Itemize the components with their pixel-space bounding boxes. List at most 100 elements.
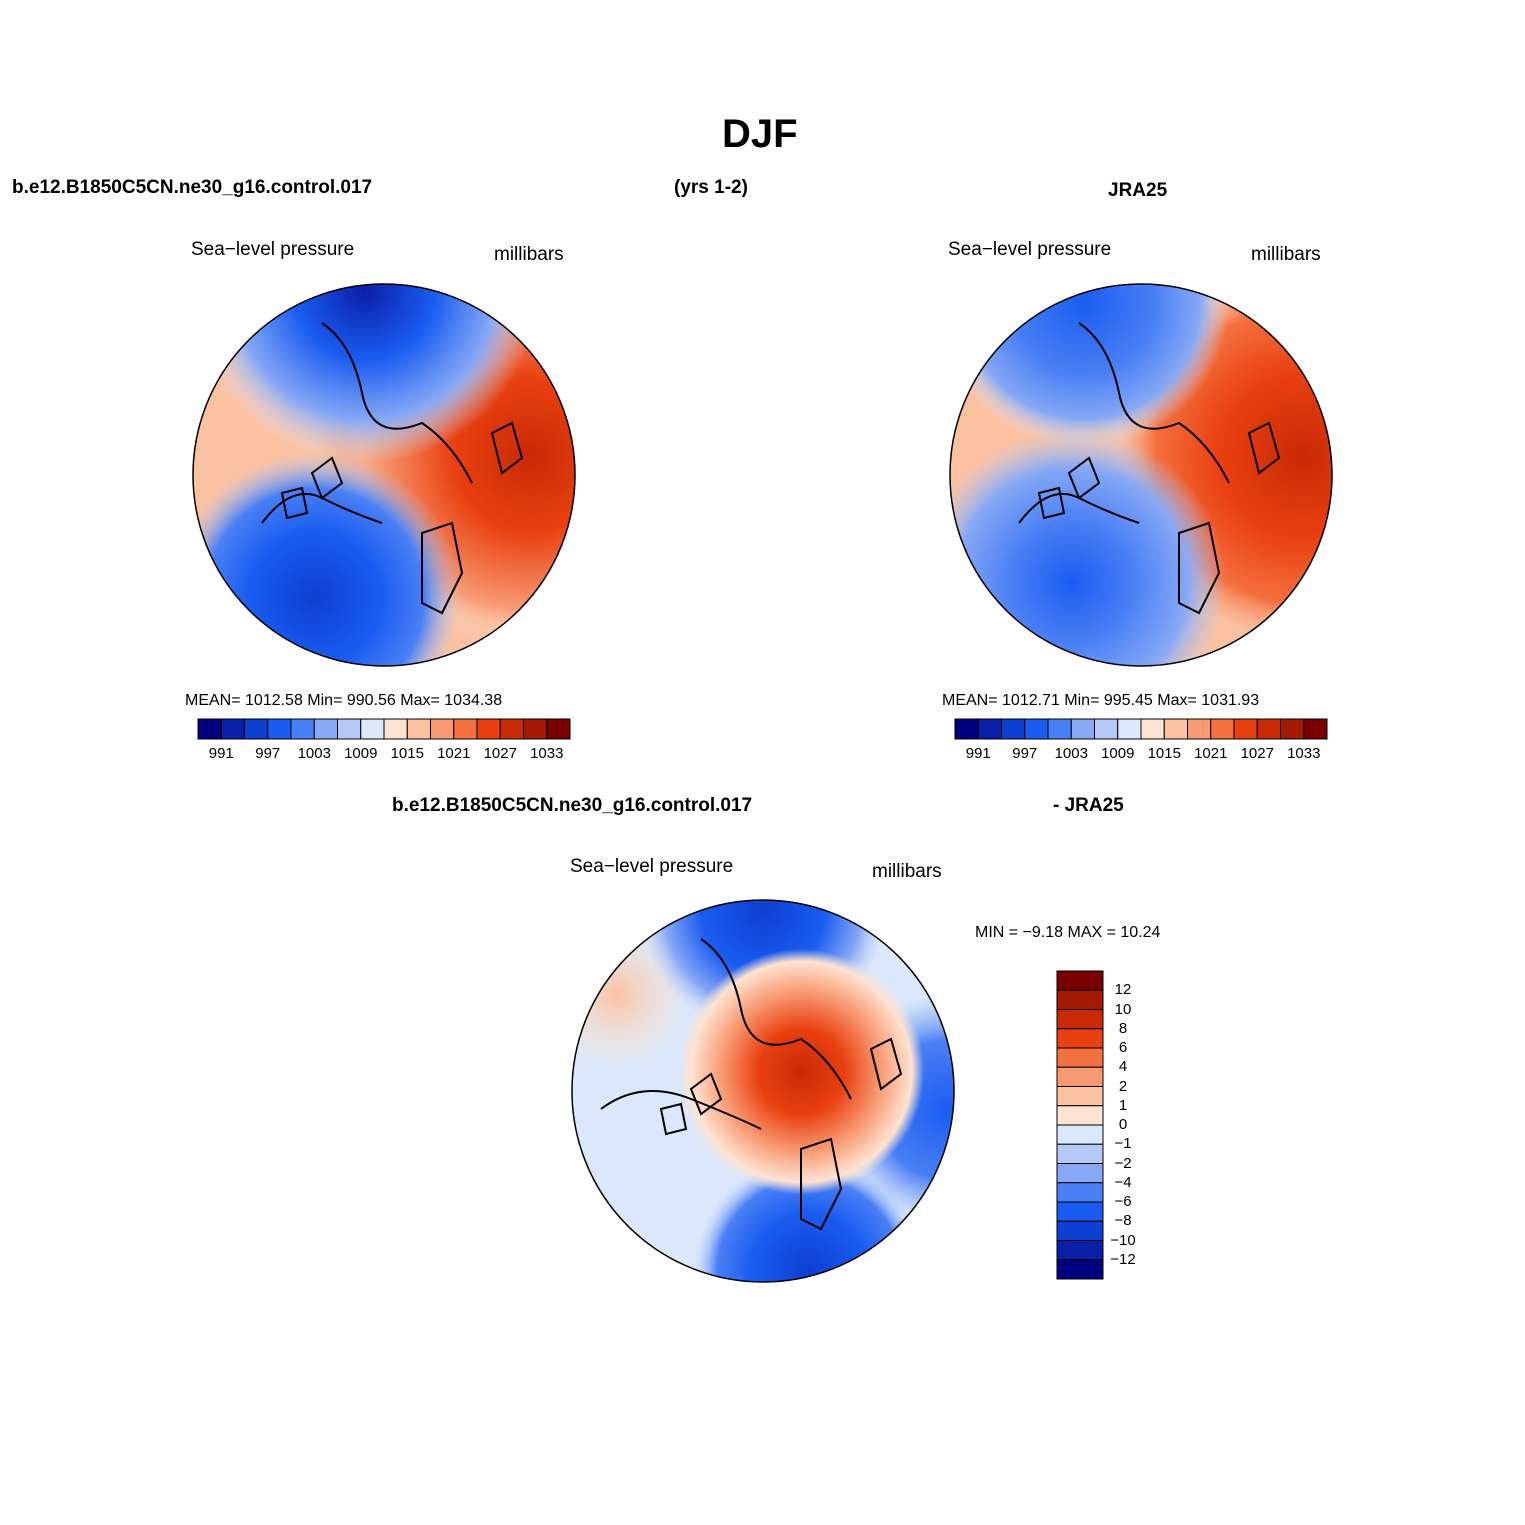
obs-name-label: JRA25 <box>1108 180 1168 201</box>
colorbar-swatch <box>1056 1086 1104 1107</box>
colorbar-tick-label: 4 <box>1118 1058 1128 1076</box>
colorbar-swatch <box>197 718 222 740</box>
years-label: (yrs 1-2) <box>674 177 748 198</box>
colorbar-tick-label: −8 <box>1114 1212 1132 1230</box>
diff-stats: MIN = −9.18 MAX = 10.24 <box>975 924 1161 941</box>
colorbar-tick-label: 1027 <box>483 745 517 762</box>
colorbar-swatch <box>406 718 431 740</box>
colorbar-tick-label: 12 <box>1114 981 1132 999</box>
colorbar-swatch <box>430 718 455 740</box>
colorbar-swatch <box>1056 1009 1104 1030</box>
colorbar-swatch <box>1056 989 1104 1010</box>
colorbar-swatch <box>453 718 478 740</box>
colorbar-swatch <box>290 718 315 740</box>
colorbar-tick-label: 1033 <box>1287 745 1321 762</box>
diff-colorbar <box>1056 970 1104 1280</box>
colorbar-swatch <box>383 718 408 740</box>
colorbar-swatch <box>1303 718 1328 740</box>
colorbar-swatch <box>1163 718 1188 740</box>
colorbar-swatch <box>1187 718 1212 740</box>
colorbar-swatch <box>1094 718 1119 740</box>
colorbar-tick-label: 1003 <box>297 745 331 762</box>
obs-stats: MEAN= 1012.71 Min= 995.45 Max= 1031.93 <box>942 692 1260 709</box>
colorbar-tick-label: 1021 <box>437 745 471 762</box>
obs-colorbar-ticks: 991 997 1003 1009 1015 1021 1027 1033 <box>955 745 1327 765</box>
colorbar-tick-label: −4 <box>1114 1173 1132 1191</box>
colorbar-swatch <box>1056 970 1104 991</box>
colorbar-tick-label: −6 <box>1114 1193 1132 1210</box>
colorbar-swatch <box>1056 1259 1104 1280</box>
colorbar-tick-label: 1027 <box>1240 745 1274 762</box>
colorbar-swatch <box>1070 718 1095 740</box>
colorbar-tick-label: −1 <box>1114 1135 1132 1153</box>
colorbar-tick-label: 6 <box>1118 1039 1128 1056</box>
colorbar-tick-label: 1015 <box>1147 745 1181 762</box>
colorbar-swatch <box>954 718 979 740</box>
obs-unit-label: millibars <box>1251 244 1321 265</box>
model-polar-map <box>192 283 576 667</box>
colorbar-swatch <box>1280 718 1305 740</box>
diff-unit-label: millibars <box>872 861 942 882</box>
colorbar-swatch <box>1256 718 1281 740</box>
colorbar-swatch <box>1056 1047 1104 1068</box>
colorbar-swatch <box>1056 1201 1104 1222</box>
colorbar-tick-label: 997 <box>255 745 281 762</box>
colorbar-swatch <box>337 718 362 740</box>
colorbar-tick-label: 991 <box>965 745 991 762</box>
colorbar-tick-label: 8 <box>1118 1019 1128 1037</box>
obs-field-label: Sea−level pressure <box>948 239 1112 260</box>
diff-field-label: Sea−level pressure <box>570 856 734 877</box>
colorbar-tick-label: 1033 <box>530 745 564 762</box>
colorbar-swatch <box>1056 1066 1104 1087</box>
diff-polar-map <box>571 899 955 1283</box>
obs-polar-map <box>949 283 1333 667</box>
colorbar-tick-label: 1 <box>1118 1096 1128 1114</box>
case-name-label: b.e12.B1850C5CN.ne30_g16.control.017 <box>12 177 373 198</box>
colorbar-swatch <box>1056 1182 1104 1203</box>
colorbar-tick-label: 1009 <box>344 745 378 762</box>
obs-colorbar <box>954 718 1328 740</box>
colorbar-swatch <box>220 718 245 740</box>
colorbar-swatch <box>1117 718 1142 740</box>
diff-left-label: b.e12.B1850C5CN.ne30_g16.control.017 <box>392 795 753 816</box>
model-unit-label: millibars <box>494 244 564 265</box>
model-colorbar-ticks: 991 997 1003 1009 1015 1021 1027 1033 <box>198 745 570 765</box>
colorbar-swatch <box>977 718 1002 740</box>
colorbar-swatch <box>546 718 571 740</box>
colorbar-swatch <box>267 718 292 740</box>
colorbar-swatch <box>1056 1105 1104 1126</box>
colorbar-swatch <box>313 718 338 740</box>
colorbar-swatch <box>244 718 269 740</box>
colorbar-swatch <box>1056 1028 1104 1049</box>
colorbar-tick-label: 1009 <box>1101 745 1135 762</box>
colorbar-tick-label: −2 <box>1114 1154 1132 1172</box>
diff-right-label: - JRA25 <box>1053 795 1124 816</box>
colorbar-tick-label: 991 <box>208 745 234 762</box>
colorbar-swatch <box>1047 718 1072 740</box>
colorbar-tick-label: 2 <box>1118 1077 1128 1095</box>
colorbar-swatch <box>1001 718 1026 740</box>
colorbar-swatch <box>1024 718 1049 740</box>
model-colorbar <box>197 718 571 740</box>
colorbar-swatch <box>360 718 385 740</box>
colorbar-swatch <box>1056 1163 1104 1184</box>
colorbar-tick-label: 1003 <box>1054 745 1088 762</box>
colorbar-tick-label: 10 <box>1114 1000 1132 1018</box>
colorbar-tick-label: 1015 <box>390 745 424 762</box>
colorbar-swatch <box>1210 718 1235 740</box>
colorbar-tick-label: 1021 <box>1194 745 1228 762</box>
colorbar-swatch <box>1233 718 1258 740</box>
colorbar-swatch <box>1140 718 1165 740</box>
colorbar-swatch <box>499 718 524 740</box>
diff-colorbar-ticks: 12 10 8 6 4 2 1 0 −1 −2 −4 −6 −8 −10 −12 <box>1106 971 1166 1279</box>
colorbar-tick-label: −10 <box>1110 1231 1136 1249</box>
model-stats: MEAN= 1012.58 Min= 990.56 Max= 1034.38 <box>185 692 503 709</box>
colorbar-swatch <box>1056 1143 1104 1164</box>
colorbar-swatch <box>476 718 501 740</box>
figure-title: DJF <box>722 112 798 156</box>
colorbar-swatch <box>523 718 548 740</box>
model-field-label: Sea−level pressure <box>191 239 355 260</box>
colorbar-swatch <box>1056 1240 1104 1261</box>
colorbar-swatch <box>1056 1124 1104 1145</box>
colorbar-tick-label: −12 <box>1110 1250 1136 1268</box>
